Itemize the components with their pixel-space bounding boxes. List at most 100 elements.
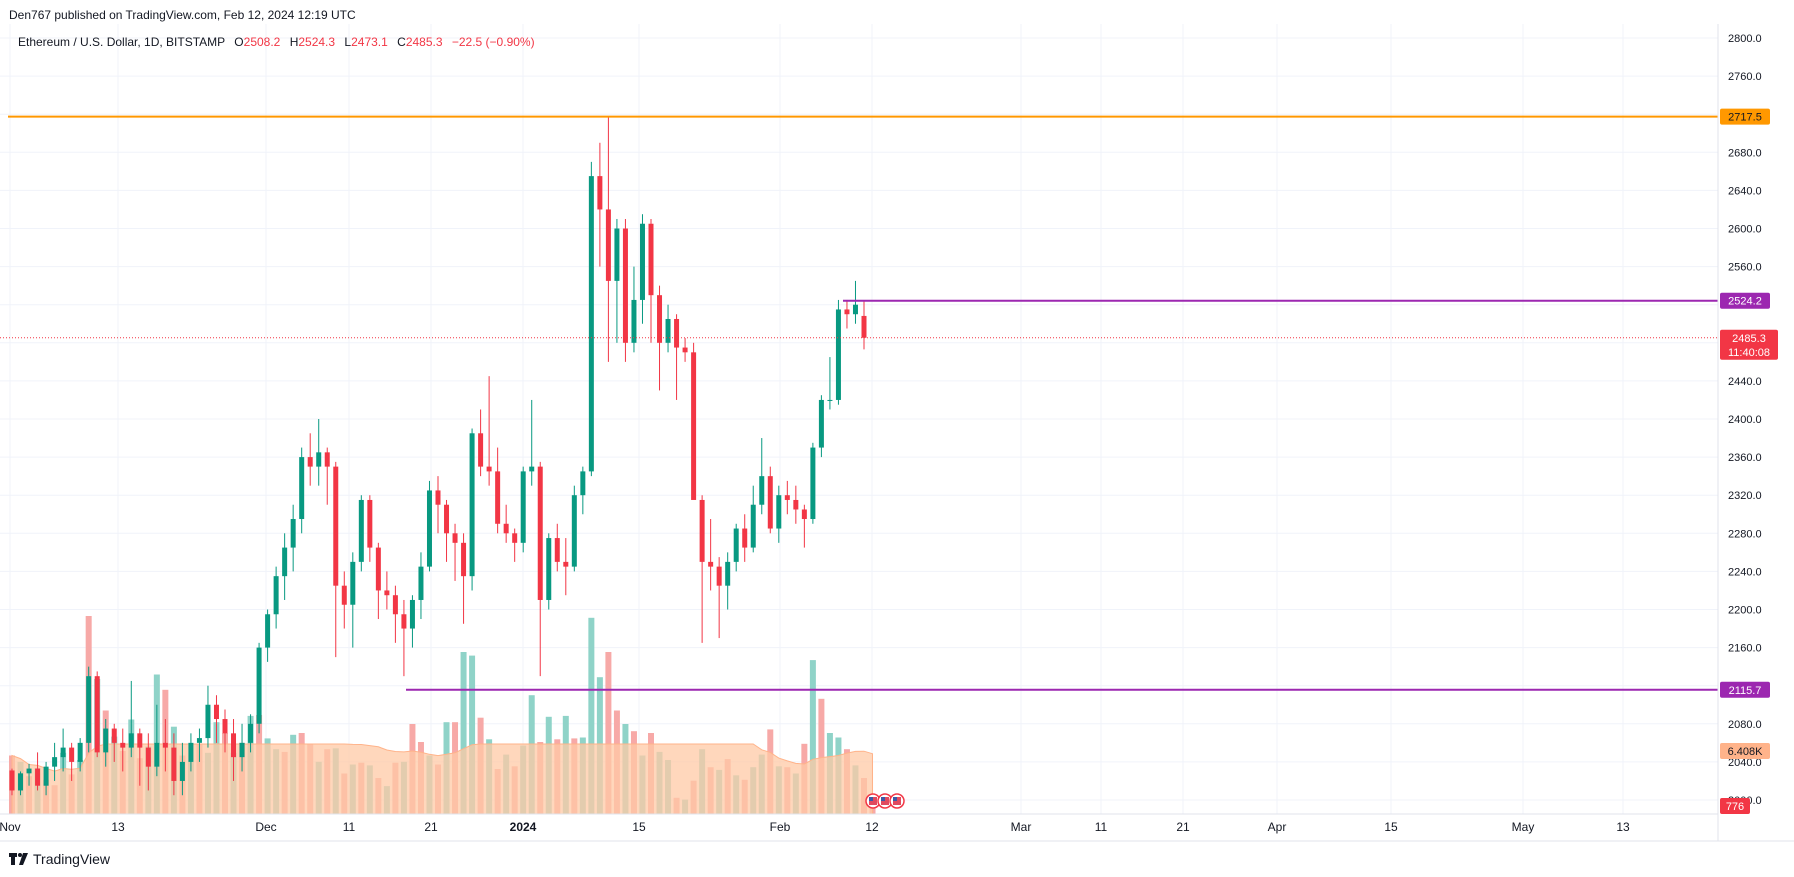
close-label: C — [397, 35, 406, 49]
candle-body — [358, 499, 364, 562]
candle — [239, 723, 245, 772]
candle — [384, 571, 390, 610]
level-2115-badge — [1720, 681, 1770, 698]
candle-body — [631, 299, 637, 343]
us-flag-event-icon[interactable] — [889, 793, 905, 809]
candle-body — [512, 533, 518, 543]
candle — [495, 447, 501, 534]
economic-event-icons[interactable] — [865, 793, 905, 809]
candle — [444, 499, 450, 562]
resistance-2717-badge — [1720, 108, 1770, 125]
time-tick-label: 15 — [632, 820, 646, 834]
candle-body — [750, 504, 756, 548]
price-tick-label: 2160.0 — [1728, 643, 1762, 655]
high-value: 2524.3 — [298, 35, 336, 49]
candle-body — [852, 304, 858, 315]
candle-body — [674, 318, 680, 348]
candle — [162, 719, 168, 772]
candle-body — [835, 309, 841, 400]
candle — [341, 571, 347, 629]
candle-body — [810, 447, 816, 520]
candle — [86, 666, 92, 753]
candle-body — [145, 747, 151, 767]
candle — [435, 476, 441, 534]
volume-bar — [460, 652, 467, 814]
candlestick-series — [9, 116, 867, 796]
last-price-badge — [1720, 329, 1778, 360]
volume-ma-badge — [1720, 743, 1770, 759]
candle-body — [231, 733, 237, 758]
candle-body — [605, 209, 611, 281]
candle — [486, 376, 492, 486]
candle — [392, 585, 398, 643]
tradingview-logo-icon — [9, 853, 28, 865]
candle-body — [69, 747, 75, 762]
candle-body — [9, 770, 15, 791]
candle-body — [290, 519, 296, 548]
candle — [503, 504, 509, 543]
candle — [265, 609, 271, 662]
price-tick-label: 2800.0 — [1728, 33, 1762, 45]
candle-body — [222, 719, 228, 734]
price-tick-label: 2760.0 — [1728, 71, 1762, 83]
candle — [171, 733, 177, 796]
candle-body — [426, 490, 432, 567]
volume-current-badge — [1720, 798, 1750, 814]
candle-body — [316, 452, 322, 467]
candle-body — [639, 223, 645, 300]
candle-body — [103, 728, 109, 753]
candle — [196, 728, 202, 762]
time-tick-label: 13 — [111, 820, 125, 834]
price-tick-label: 2360.0 — [1728, 452, 1762, 464]
volume-bar — [469, 655, 476, 814]
candle-body — [282, 547, 288, 577]
time-tick-label: Mar — [1011, 820, 1032, 834]
candle — [588, 161, 594, 477]
price-tick-label: 2680.0 — [1728, 147, 1762, 159]
candle-body — [384, 590, 390, 596]
candle — [537, 461, 543, 677]
candle — [18, 771, 24, 796]
candle — [657, 285, 663, 391]
candle — [818, 395, 824, 458]
candle-body — [94, 676, 100, 753]
candle-body — [367, 499, 373, 548]
low-label: L — [344, 35, 352, 49]
candle — [793, 485, 799, 524]
candle-body — [60, 747, 66, 758]
candle-body — [793, 499, 799, 510]
close-value: 2485.3 — [405, 35, 443, 49]
tradingview-footer[interactable]: TradingView — [9, 851, 110, 867]
candle — [333, 461, 339, 658]
candle-body — [461, 542, 467, 577]
candle-body — [622, 228, 628, 343]
candle-body — [77, 742, 83, 762]
open-label: O — [234, 35, 244, 49]
time-axis[interactable]: Nov 13 Dec 11 21 2024 15 Feb 12 Mar 11 21 Apr 15 May 13 — [0, 820, 1630, 834]
candle-body — [546, 538, 552, 600]
candle-body — [469, 433, 475, 577]
candle-body — [554, 538, 560, 562]
candle-body — [486, 466, 492, 472]
candle — [776, 485, 782, 543]
time-tick-label: Nov — [0, 820, 21, 834]
flag-icon-canton — [869, 797, 873, 801]
candle-body — [299, 457, 305, 520]
low-value: 2473.1 — [351, 35, 388, 49]
candle — [733, 523, 739, 572]
level-lines[interactable] — [0, 115, 1718, 691]
candle-body — [43, 766, 49, 786]
candle-body — [495, 471, 501, 524]
candle-body — [333, 466, 339, 586]
candle — [282, 533, 288, 600]
candle-body — [248, 723, 254, 743]
candle — [60, 728, 66, 772]
candle-body — [128, 733, 134, 748]
candle-body — [196, 738, 202, 743]
candle-body — [418, 566, 424, 600]
candle — [452, 523, 458, 581]
candle-body — [716, 566, 722, 586]
candle-body — [503, 523, 509, 534]
grid-lines — [0, 24, 1718, 814]
